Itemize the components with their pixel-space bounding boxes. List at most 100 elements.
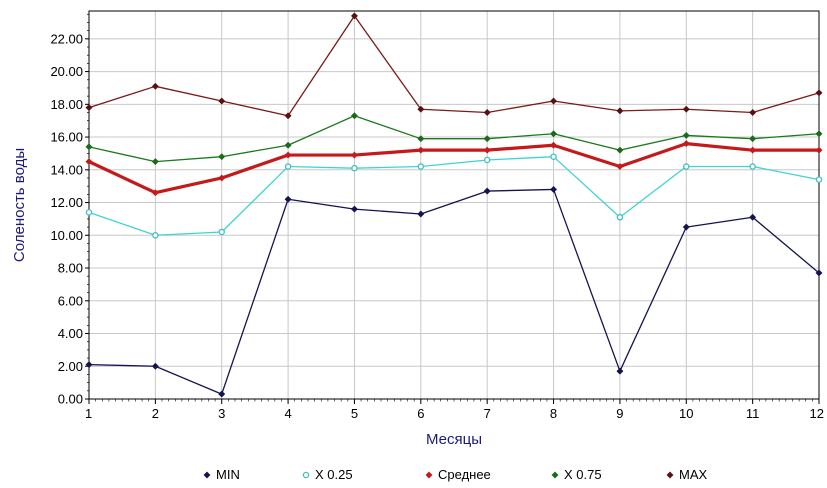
- data-point: [85, 361, 93, 369]
- data-point: [284, 151, 292, 159]
- legend-label: X 0.25: [315, 467, 353, 482]
- y-tick-label: 6.00: [58, 293, 83, 308]
- data-point: [417, 105, 425, 113]
- data-point: [151, 158, 159, 166]
- legend-label: MAX: [679, 467, 708, 482]
- series-line: [88, 142, 819, 195]
- series-2: [85, 140, 823, 197]
- data-point: [417, 163, 425, 170]
- data-point: [483, 108, 491, 117]
- data-point: [483, 187, 491, 195]
- data-point: [151, 362, 159, 370]
- data-point: [616, 367, 624, 375]
- x-tick-label: 2: [152, 406, 159, 421]
- data-point: [815, 130, 823, 138]
- data-point: [350, 12, 359, 20]
- data-point: [815, 269, 823, 277]
- data-point: [218, 174, 226, 182]
- y-tick-label: 22.00: [50, 31, 83, 46]
- y-tick-label: 18.00: [50, 97, 83, 112]
- data-point: [152, 232, 159, 239]
- y-axis-title: Соленость воды: [11, 148, 28, 262]
- y-tick-label: 20.00: [50, 64, 83, 79]
- tick-labels: 0.00 2.00 4.00 6.00 8.00 10.00 12.00 14.00 16.00…: [50, 31, 824, 421]
- data-point: [483, 135, 491, 143]
- legend-marker: [551, 471, 559, 479]
- data-point: [549, 97, 558, 105]
- data-point: [683, 163, 690, 170]
- series-1: [85, 153, 823, 239]
- x-tick-label: 1: [85, 406, 92, 421]
- data-point: [682, 131, 690, 139]
- data-point: [417, 135, 425, 143]
- plot-frame: [88, 10, 820, 400]
- data-point: [350, 112, 359, 120]
- legend: MIN X 0.25 Среднее X 0.75 MAX: [203, 467, 708, 482]
- data-point: [549, 185, 558, 194]
- legend-label: X 0.75: [564, 467, 602, 482]
- data-point: [616, 107, 624, 115]
- y-tick-label: 4.00: [58, 326, 83, 341]
- x-tick-label: 10: [679, 406, 693, 421]
- x-tick-label: 9: [616, 406, 623, 421]
- legend-marker: [302, 471, 310, 479]
- data-point: [682, 105, 690, 113]
- x-axis-title: Месяцы: [426, 431, 482, 448]
- legend-item: Среднее: [425, 467, 491, 482]
- data-point: [151, 189, 159, 197]
- x-tick-label: 12: [810, 406, 824, 421]
- x-tick-label: 11: [746, 406, 760, 421]
- legend-item: X 0.25: [302, 467, 353, 482]
- data-point: [85, 158, 93, 166]
- data-point: [815, 89, 823, 97]
- y-tick-label: 14.00: [50, 162, 83, 177]
- y-tick-label: 16.00: [50, 130, 83, 145]
- data-point: [218, 390, 226, 398]
- legend-item: MAX: [666, 467, 708, 482]
- series-0: [85, 185, 823, 398]
- legend-marker: [203, 471, 211, 479]
- y-tick-label: 0.00: [58, 392, 83, 407]
- data-point: [749, 108, 757, 117]
- x-tick-label: 5: [351, 406, 358, 421]
- data-point: [749, 135, 757, 143]
- legend-label: Среднее: [438, 467, 491, 482]
- data-point: [616, 162, 624, 171]
- data-point: [749, 146, 757, 154]
- data-point: [483, 146, 491, 154]
- data-point: [284, 141, 292, 149]
- series-3: [85, 112, 823, 166]
- legend-item: MIN: [203, 467, 240, 482]
- legend-marker: [666, 471, 674, 479]
- data-point: [616, 146, 624, 154]
- data-point: [550, 153, 557, 160]
- legend-label: MIN: [216, 467, 240, 482]
- data-point: [815, 176, 823, 183]
- data-point: [749, 213, 757, 221]
- data-point: [151, 82, 159, 90]
- data-point: [815, 146, 823, 154]
- data-point: [218, 153, 226, 161]
- axes: [85, 10, 820, 404]
- data-point: [350, 151, 359, 159]
- data-point: [351, 164, 358, 172]
- x-tick-label: 7: [484, 406, 491, 421]
- data-point: [218, 228, 225, 236]
- data-point: [483, 156, 491, 164]
- data-point: [284, 112, 292, 120]
- data-point: [284, 163, 292, 170]
- series-line: [88, 15, 820, 117]
- x-tick-label: 3: [218, 406, 225, 421]
- legend-item: X 0.75: [551, 467, 602, 482]
- data-point: [417, 210, 425, 218]
- y-tick-label: 10.00: [50, 228, 83, 243]
- data-point: [749, 163, 756, 170]
- data-point: [85, 209, 93, 216]
- y-tick-label: 8.00: [58, 261, 83, 276]
- series-line: [88, 188, 820, 395]
- data-point: [549, 141, 558, 149]
- series-4: [85, 12, 823, 120]
- x-tick-label: 8: [550, 406, 557, 421]
